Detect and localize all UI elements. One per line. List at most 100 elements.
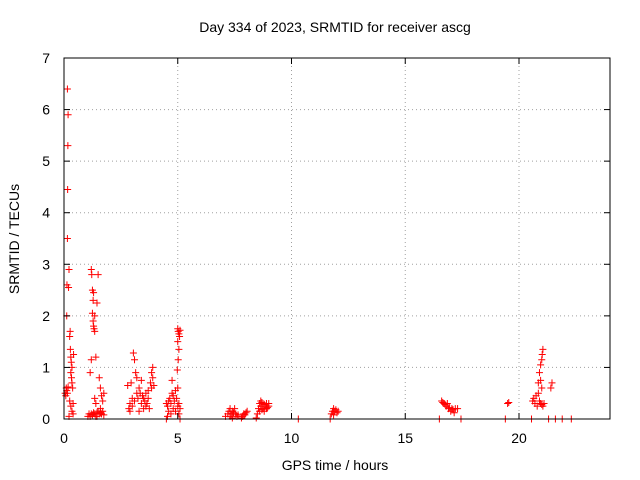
data-point xyxy=(100,411,108,419)
data-point xyxy=(93,299,101,307)
data-point xyxy=(90,289,98,297)
data-point xyxy=(443,400,451,408)
y-axis-ticks: 0 1 2 3 4 5 6 7 xyxy=(42,50,610,427)
data-point xyxy=(237,414,245,422)
data-point xyxy=(173,394,181,402)
data-point xyxy=(92,400,100,408)
data-point xyxy=(174,338,182,346)
data-point xyxy=(540,400,548,408)
data-point xyxy=(128,394,136,402)
data-point xyxy=(334,407,342,415)
data-point xyxy=(175,410,183,418)
y-tick-label: 4 xyxy=(42,205,50,221)
data-point xyxy=(176,326,184,334)
data-point xyxy=(538,384,546,392)
data-point xyxy=(135,384,143,392)
data-point xyxy=(534,389,542,397)
data-point xyxy=(86,369,94,377)
data-point xyxy=(140,405,148,413)
data-point xyxy=(132,369,140,377)
x-tick-label: 20 xyxy=(511,430,527,446)
data-point xyxy=(63,235,71,242)
data-point xyxy=(92,353,100,361)
data-point xyxy=(537,361,545,369)
data-point xyxy=(133,374,141,382)
data-point xyxy=(91,327,99,335)
data-point xyxy=(504,400,512,408)
data-point xyxy=(535,369,543,377)
data-points xyxy=(61,85,575,423)
data-point xyxy=(128,402,136,410)
plot-frame xyxy=(63,57,611,420)
chart-title: Day 334 of 2023, SRMTID for receiver asc… xyxy=(199,19,471,35)
grid-lines xyxy=(64,58,610,419)
axes xyxy=(63,57,611,420)
data-point xyxy=(64,142,72,150)
data-point xyxy=(505,398,513,406)
data-point xyxy=(264,404,272,412)
data-point xyxy=(96,405,104,413)
data-point xyxy=(137,400,145,408)
data-point xyxy=(148,369,156,377)
data-point xyxy=(135,407,143,415)
data-point xyxy=(68,379,76,387)
data-point xyxy=(252,414,260,422)
y-tick-label: 7 xyxy=(42,50,50,66)
data-point xyxy=(63,389,71,397)
data-point xyxy=(64,111,72,119)
data-point xyxy=(66,327,74,335)
x-tick-label: 10 xyxy=(284,430,300,446)
y-tick-label: 3 xyxy=(42,256,50,272)
data-point xyxy=(95,374,103,382)
data-point xyxy=(257,397,265,405)
y-tick-label: 5 xyxy=(42,153,50,169)
data-point xyxy=(70,351,78,359)
data-point xyxy=(168,376,176,384)
y-tick-label: 6 xyxy=(42,102,50,118)
data-point xyxy=(129,349,137,357)
data-point xyxy=(265,400,273,408)
data-point xyxy=(127,379,135,387)
data-point xyxy=(94,271,102,279)
data-point xyxy=(137,376,145,384)
data-point xyxy=(548,379,556,387)
data-point xyxy=(99,397,107,405)
data-point xyxy=(175,345,183,353)
x-axis-label: GPS time / hours xyxy=(282,457,389,473)
data-point xyxy=(149,363,157,371)
data-point xyxy=(89,296,97,304)
y-tick-label: 2 xyxy=(42,308,50,324)
data-point xyxy=(176,405,184,413)
data-point xyxy=(228,414,236,422)
data-point xyxy=(67,369,75,377)
data-point xyxy=(150,381,158,389)
data-point xyxy=(88,309,96,317)
data-point xyxy=(88,271,96,279)
data-point xyxy=(537,376,545,384)
data-point xyxy=(144,394,152,402)
data-point xyxy=(64,383,72,391)
data-point xyxy=(65,283,73,291)
data-point xyxy=(242,409,250,417)
data-point xyxy=(149,374,157,382)
data-point xyxy=(538,351,546,359)
data-point xyxy=(64,186,72,194)
data-point xyxy=(91,394,99,402)
data-point xyxy=(131,356,139,364)
data-point xyxy=(126,407,134,415)
data-point xyxy=(173,366,181,374)
y-tick-label: 1 xyxy=(42,359,50,375)
data-point xyxy=(67,358,75,366)
x-tick-label: 0 xyxy=(60,430,68,446)
y-tick-label: 0 xyxy=(42,411,50,427)
data-point xyxy=(87,356,95,364)
data-point xyxy=(539,345,547,353)
data-point xyxy=(174,384,182,392)
data-point xyxy=(234,411,242,419)
x-axis-ticks: 0 5 10 15 20 xyxy=(60,58,527,446)
data-point xyxy=(243,407,251,415)
data-point xyxy=(330,411,338,419)
x-tick-label: 5 xyxy=(174,430,182,446)
data-point xyxy=(96,384,104,392)
